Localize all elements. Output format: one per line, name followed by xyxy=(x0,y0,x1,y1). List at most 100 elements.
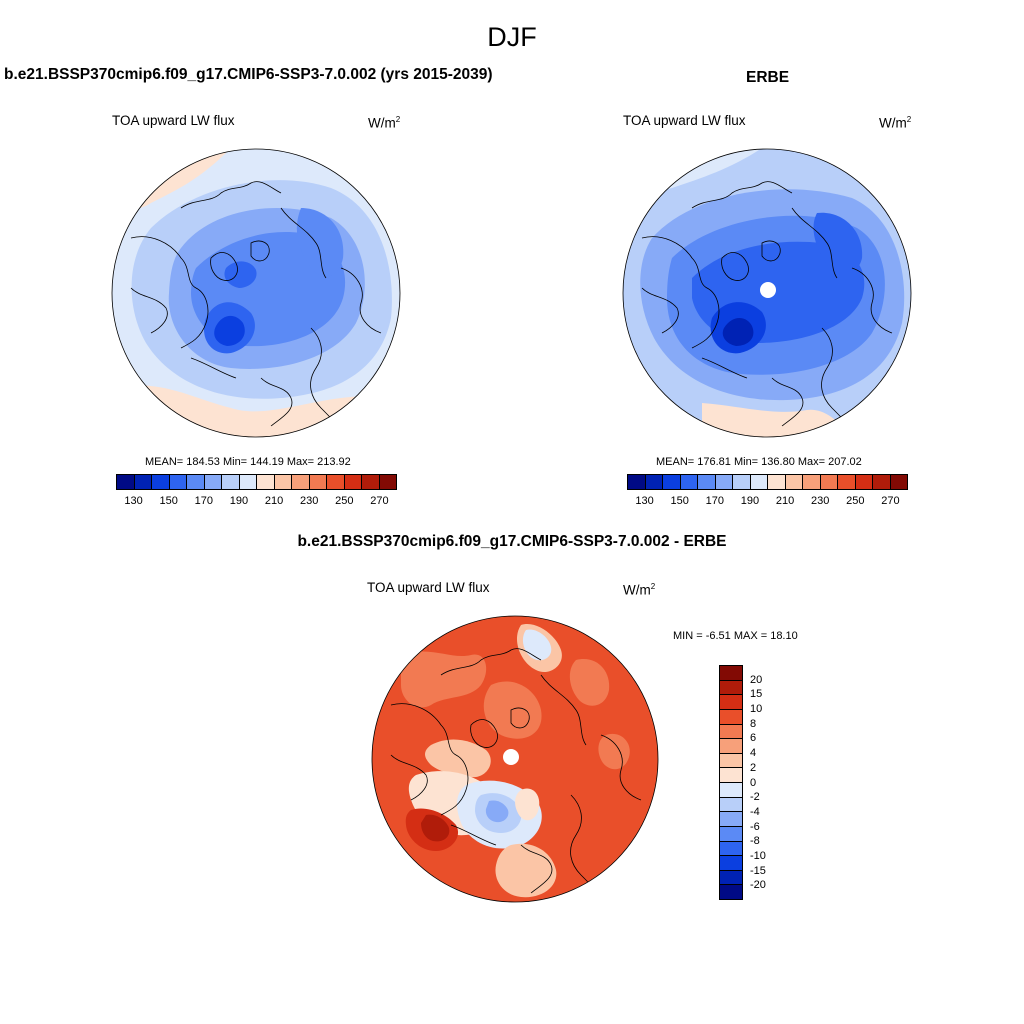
colorbar-tick-label: 15 xyxy=(750,688,763,701)
colorbar-box xyxy=(362,475,380,489)
colorbar-tick-label: -4 xyxy=(750,805,760,818)
colorbar-tick-label: -8 xyxy=(750,835,760,848)
colorbar-box xyxy=(344,475,362,489)
colorbar-tick-label: -6 xyxy=(750,820,760,833)
colorbar-box xyxy=(187,475,205,489)
obs-units-label: W/m2 xyxy=(879,115,912,131)
colorbar-tick-label: -10 xyxy=(750,849,766,862)
diff-field-label: TOA upward LW flux xyxy=(367,580,490,595)
colorbar-tick-label: 0 xyxy=(750,776,757,789)
colorbar-box xyxy=(169,475,187,489)
colorbar-box xyxy=(720,812,742,827)
colorbar-box xyxy=(838,475,856,489)
diff-field-shading xyxy=(372,616,658,902)
colorbar-box xyxy=(720,768,742,783)
model-colorbar xyxy=(116,474,397,490)
colorbar-box xyxy=(890,475,907,489)
colorbar-box xyxy=(152,475,170,489)
colorbar-box xyxy=(720,841,742,857)
colorbar-box xyxy=(720,695,742,710)
colorbar-tick-label: 210 xyxy=(264,495,284,507)
colorbar-box xyxy=(117,475,135,489)
obs-field-label: TOA upward LW flux xyxy=(623,113,746,128)
colorbar-tick-label: 130 xyxy=(124,495,143,507)
colorbar-box xyxy=(720,783,742,798)
colorbar-tick-label: 2 xyxy=(750,761,757,774)
colorbar-box xyxy=(715,475,733,489)
colorbar-box xyxy=(222,475,240,489)
colorbar-box xyxy=(873,475,891,489)
colorbar-tick-label: 270 xyxy=(881,495,900,507)
colorbar-tick-label: -20 xyxy=(750,879,766,892)
colorbar-tick-label: 170 xyxy=(194,495,213,507)
diff-polar-map xyxy=(371,615,659,903)
colorbar-box xyxy=(785,475,803,489)
colorbar-box xyxy=(768,475,786,489)
colorbar-box xyxy=(720,739,742,754)
colorbar-box xyxy=(720,724,742,740)
obs-colorbar xyxy=(627,474,908,490)
colorbar-tick-label: 8 xyxy=(750,717,757,730)
model-stats: MEAN= 184.53 Min= 144.19 Max= 213.92 xyxy=(145,456,351,468)
colorbar-box xyxy=(292,475,310,489)
colorbar-box xyxy=(309,475,327,489)
colorbar-box xyxy=(239,475,257,489)
colorbar-box xyxy=(820,475,838,489)
colorbar-box xyxy=(204,475,222,489)
colorbar-tick-label: 20 xyxy=(750,673,763,686)
colorbar-box xyxy=(720,797,742,813)
colorbar-box xyxy=(680,475,698,489)
colorbar-box xyxy=(803,475,821,489)
colorbar-box xyxy=(720,753,742,769)
colorbar-box xyxy=(645,475,663,489)
colorbar-box xyxy=(379,475,396,489)
colorbar-tick-label: 150 xyxy=(670,495,689,507)
diff-stats: MIN = -6.51 MAX = 18.10 xyxy=(673,630,798,642)
diff-units-label: W/m2 xyxy=(623,582,656,598)
model-units-label: W/m2 xyxy=(368,115,401,131)
colorbar-box xyxy=(257,475,275,489)
season-title: DJF xyxy=(487,22,537,52)
colorbar-tick-label: 210 xyxy=(775,495,795,507)
diff-panel-title: b.e21.BSSP370cmip6.f09_g17.CMIP6-SSP3-7.… xyxy=(297,533,727,550)
colorbar-box xyxy=(720,885,742,899)
diff-colorbar xyxy=(719,665,743,900)
model-colorbar-ticks: 130 150 170 190 210 230 250 270 xyxy=(116,495,397,509)
colorbar-box xyxy=(720,709,742,725)
colorbar-box xyxy=(720,680,742,696)
colorbar-box xyxy=(274,475,292,489)
obs-polar-map xyxy=(622,148,912,438)
model-field-label: TOA upward LW flux xyxy=(112,113,235,128)
obs-colorbar-ticks: 130 150 170 190 210 230 250 270 xyxy=(627,495,908,509)
colorbar-tick-label: 190 xyxy=(740,495,760,507)
colorbar-box xyxy=(750,475,768,489)
colorbar-tick-label: -15 xyxy=(750,864,766,877)
colorbar-tick-label: 10 xyxy=(750,703,763,716)
colorbar-tick-label: 150 xyxy=(159,495,178,507)
colorbar-box xyxy=(134,475,152,489)
colorbar-box xyxy=(327,475,345,489)
colorbar-tick-label: 4 xyxy=(750,747,757,760)
colorbar-box xyxy=(663,475,681,489)
colorbar-tick-label: 230 xyxy=(811,495,830,507)
colorbar-box xyxy=(720,666,742,681)
obs-panel-title: ERBE xyxy=(746,69,790,86)
colorbar-tick-label: 250 xyxy=(846,495,865,507)
colorbar-box xyxy=(720,856,742,871)
colorbar-box xyxy=(628,475,646,489)
obs-coastlines xyxy=(641,181,893,437)
colorbar-tick-label: 250 xyxy=(335,495,354,507)
colorbar-tick-label: 270 xyxy=(370,495,389,507)
colorbar-tick-label: 130 xyxy=(635,495,654,507)
colorbar-box xyxy=(698,475,716,489)
colorbar-box xyxy=(733,475,751,489)
colorbar-box xyxy=(720,826,742,842)
model-field-shading xyxy=(112,149,400,437)
obs-field-shading xyxy=(623,149,911,437)
model-polar-map xyxy=(111,148,401,438)
colorbar-tick-label: 230 xyxy=(300,495,319,507)
colorbar-tick-label: 170 xyxy=(705,495,724,507)
colorbar-tick-label: -2 xyxy=(750,791,760,804)
model-coastlines xyxy=(130,181,382,437)
colorbar-box xyxy=(855,475,873,489)
